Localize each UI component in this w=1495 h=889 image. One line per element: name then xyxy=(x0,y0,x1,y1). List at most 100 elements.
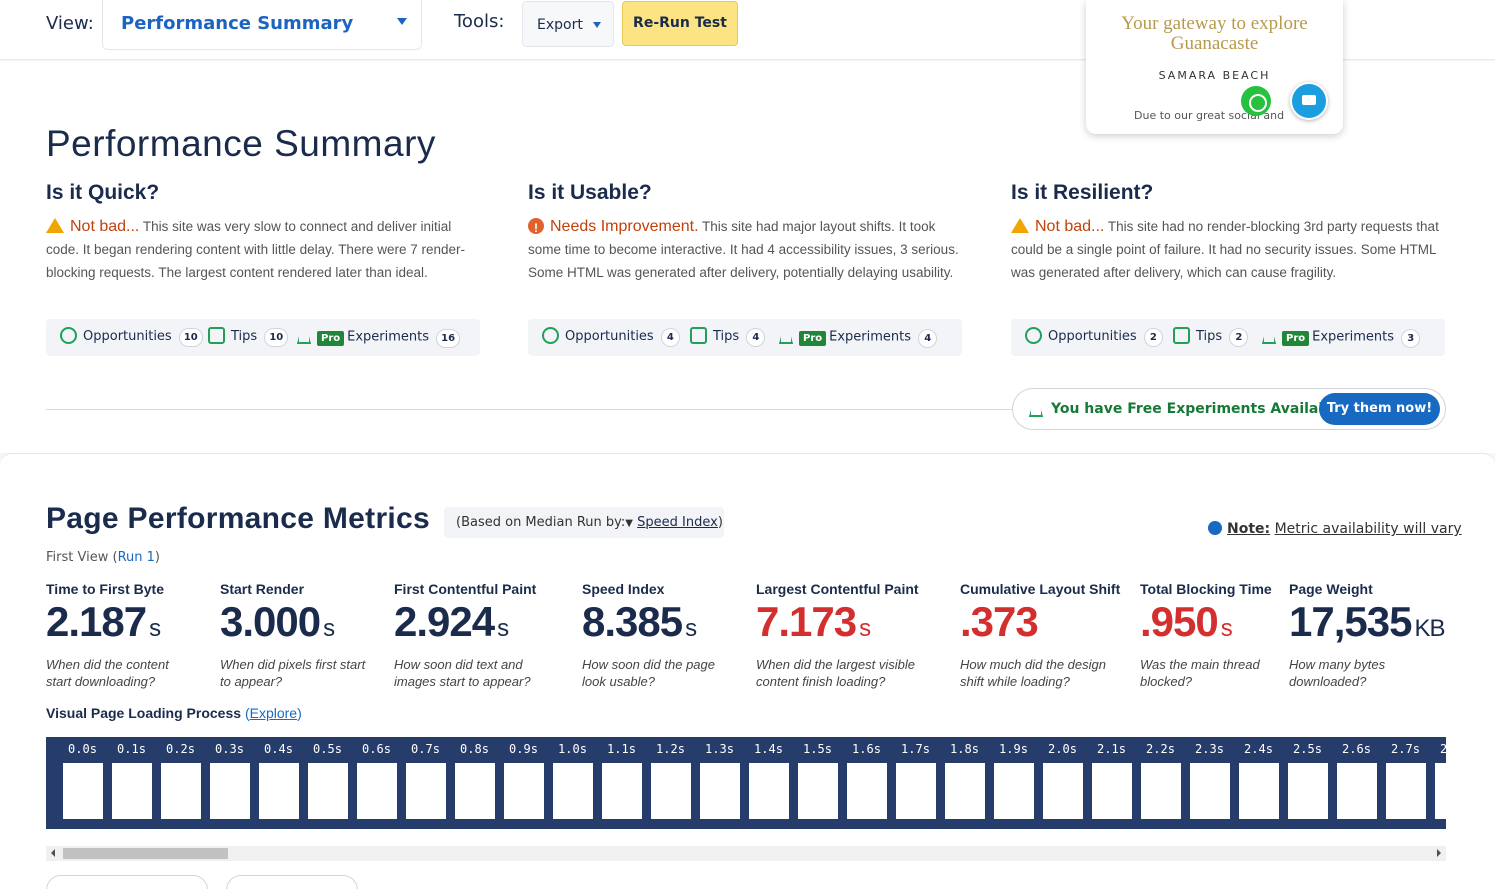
metric-speed-index[interactable]: Speed Index 8.385 s How soon did the page… xyxy=(582,581,722,690)
opportunities-link[interactable]: Opportunities 2 xyxy=(1025,327,1163,347)
filmstrip-frame[interactable]: 1.6s xyxy=(842,737,891,829)
filmstrip-frame[interactable]: 0.2s xyxy=(156,737,205,829)
filmstrip-frame[interactable]: 1.9s xyxy=(989,737,1038,829)
filmstrip-frame[interactable]: 0.9s xyxy=(499,737,548,829)
frame-time: 1.1s xyxy=(607,742,636,756)
metric-value: .373 xyxy=(960,599,1120,652)
summary-quick-pills: Opportunities 10 Tips 10 Pro Experiments … xyxy=(46,319,480,356)
summary-resilient: Is it Resilient? Not bad... This site ha… xyxy=(1011,181,1445,284)
scroll-right-arrow-icon[interactable] xyxy=(1437,849,1441,857)
filmstrip-frame[interactable]: 2.8s xyxy=(1430,737,1446,829)
filmstrip-frame[interactable]: 0.4s xyxy=(254,737,303,829)
frame-thumbnail xyxy=(1141,763,1181,819)
filmstrip-frame[interactable]: 1.7s xyxy=(891,737,940,829)
tips-icon xyxy=(208,327,225,344)
frame-time: 2.8s xyxy=(1440,742,1446,756)
frame-thumbnail xyxy=(1337,763,1377,819)
export-button[interactable]: Export xyxy=(522,1,614,47)
pill-label: Experiments xyxy=(347,329,430,345)
view-tab[interactable] xyxy=(226,875,358,889)
median-run-selector[interactable]: (Based on Median Run by:▼ Speed Index) xyxy=(444,507,724,538)
count-badge: 2 xyxy=(1229,328,1249,347)
explore-link[interactable]: Explore xyxy=(249,705,298,721)
warning-icon xyxy=(1011,218,1029,233)
experiments-link[interactable]: Pro Experiments 16 xyxy=(293,328,461,348)
metric-number: 8.385 xyxy=(582,598,683,645)
metric-number: 2.924 xyxy=(394,598,495,645)
filmstrip-frame[interactable]: 1.3s xyxy=(695,737,744,829)
experiments-link[interactable]: Pro Experiments 3 xyxy=(1258,328,1421,348)
filmstrip-frame[interactable]: 2.3s xyxy=(1185,737,1234,829)
filmstrip-frame[interactable]: 0.8s xyxy=(450,737,499,829)
try-them-now-button[interactable]: Try them now! xyxy=(1319,393,1440,425)
filmstrip-frame[interactable]: 2.1s xyxy=(1087,737,1136,829)
filmstrip-frame[interactable]: 2.5s xyxy=(1283,737,1332,829)
metric-question: When did the largest visible content fin… xyxy=(756,657,915,689)
filmstrip-frame[interactable]: 1.4s xyxy=(744,737,793,829)
scroll-left-arrow-icon[interactable] xyxy=(51,849,55,857)
caret-down-icon xyxy=(593,22,601,28)
whatsapp-icon[interactable] xyxy=(1241,86,1271,116)
filmstrip[interactable]: 0.0s 0.1s 0.2s 0.3s 0.4s 0.5s 0.6s 0.7s 0.8s 0.9s… xyxy=(46,737,1446,829)
grade-label: Needs Improvement. xyxy=(550,218,699,235)
tips-icon xyxy=(1173,327,1190,344)
frame-thumbnail xyxy=(1386,763,1426,819)
filmstrip-frame[interactable]: 0.1s xyxy=(107,737,156,829)
frame-time: 1.9s xyxy=(999,742,1028,756)
filmstrip-frame[interactable]: 2.4s xyxy=(1234,737,1283,829)
filmstrip-frame[interactable]: 0.5s xyxy=(303,737,352,829)
pill-label: Opportunities xyxy=(1048,329,1137,344)
filmstrip-frame[interactable]: 1.1s xyxy=(597,737,646,829)
view-select[interactable]: Performance Summary xyxy=(102,0,422,50)
scrollbar-thumb[interactable] xyxy=(63,848,228,859)
tips-link[interactable]: Tips 10 xyxy=(208,327,289,347)
view-tab[interactable] xyxy=(46,875,208,889)
metric-start-render[interactable]: Start Render 3.000 s When did pixels firs… xyxy=(220,581,370,690)
summary-description: This site had no render-blocking 3rd par… xyxy=(1011,219,1439,280)
filmstrip-scrollbar[interactable] xyxy=(46,846,1446,861)
filmstrip-frame[interactable]: 2.7s xyxy=(1381,737,1430,829)
count-badge: 3 xyxy=(1401,328,1421,348)
summary-heading: Is it Usable? xyxy=(528,181,652,204)
pill-label: Opportunities xyxy=(565,329,654,344)
pro-badge: Pro xyxy=(1282,330,1310,346)
metric-lcp[interactable]: Largest Contentful Paint 7.173 s When did… xyxy=(756,581,921,690)
filmstrip-frame[interactable]: 1.5s xyxy=(793,737,842,829)
metric-question: How much did the design shift while load… xyxy=(960,657,1106,689)
filmstrip-frame[interactable]: 1.0s xyxy=(548,737,597,829)
opportunities-link[interactable]: Opportunities 4 xyxy=(542,327,680,347)
count-badge: 10 xyxy=(178,328,203,347)
filmstrip-frame[interactable]: 0.6s xyxy=(352,737,401,829)
chat-icon[interactable] xyxy=(1290,82,1328,120)
filmstrip-frame[interactable]: 2.0s xyxy=(1038,737,1087,829)
metric-note[interactable]: Note: Metric availability will vary xyxy=(1208,521,1462,537)
tips-link[interactable]: Tips 2 xyxy=(1173,327,1249,347)
metric-question: Was the main thread blocked? xyxy=(1140,657,1260,689)
filmstrip-frame[interactable]: 1.2s xyxy=(646,737,695,829)
metric-label: Largest Contentful Paint xyxy=(756,581,919,597)
frame-thumbnail xyxy=(602,763,642,819)
metric-cls[interactable]: Cumulative Layout Shift .373 How much di… xyxy=(960,581,1120,690)
metric-fcp[interactable]: First Contentful Paint 2.924 s How soon d… xyxy=(394,581,539,690)
filmstrip-frame[interactable]: 0.0s xyxy=(58,737,107,829)
ad-subline: SAMARA BEACH xyxy=(1158,69,1271,82)
metric-tbt[interactable]: Total Blocking Time .950 s Was the main t… xyxy=(1140,581,1272,690)
experiments-link[interactable]: Pro Experiments 4 xyxy=(775,328,938,348)
filmstrip-frame[interactable]: 2.6s xyxy=(1332,737,1381,829)
filmstrip-frame[interactable]: 0.7s xyxy=(401,737,450,829)
filmstrip-frame[interactable]: 2.2s xyxy=(1136,737,1185,829)
frame-time: 0.7s xyxy=(411,742,440,756)
frame-thumbnail xyxy=(112,763,152,819)
metric-ttfb[interactable]: Time to First Byte 2.187 s When did the c… xyxy=(46,581,186,690)
tips-link[interactable]: Tips 4 xyxy=(690,327,766,347)
filmstrip-frame[interactable]: 1.8s xyxy=(940,737,989,829)
rerun-test-button[interactable]: Re-Run Test xyxy=(622,1,738,46)
frame-time: 2.0s xyxy=(1048,742,1077,756)
metric-value: 2.924 s xyxy=(394,599,539,652)
opportunities-link[interactable]: Opportunities 10 xyxy=(60,327,203,347)
run-link[interactable]: Run 1 xyxy=(117,550,155,565)
median-metric-link[interactable]: Speed Index xyxy=(637,515,718,530)
filmstrip-frame[interactable]: 0.3s xyxy=(205,737,254,829)
metric-page-weight[interactable]: Page Weight 17,535 KB How many bytes down… xyxy=(1289,581,1445,690)
frame-time: 1.2s xyxy=(656,742,685,756)
